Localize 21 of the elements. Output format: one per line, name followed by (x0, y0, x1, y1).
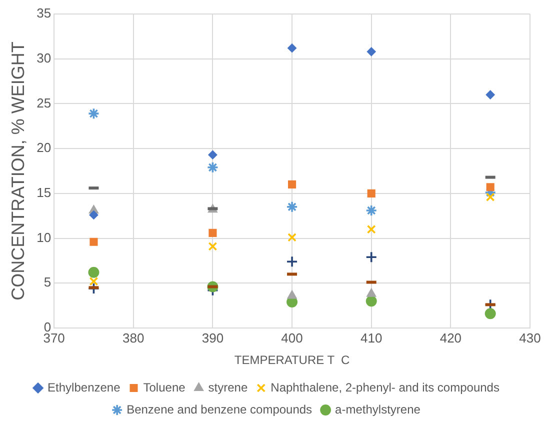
y-tick-label: 35 (36, 6, 52, 21)
x-tick-label: 420 (440, 330, 462, 346)
legend-label: Benzene and benzene compounds (126, 402, 312, 416)
legend-label: Ethylbenzene (48, 380, 121, 394)
x-tick-label: 390 (202, 330, 224, 346)
y-tick-label: 10 (36, 230, 52, 245)
legend-label: a-methylstyrene (335, 402, 421, 416)
y-tick-label: 15 (36, 185, 52, 200)
y-axis-title: CONCENTRATION, % WEIGHT (8, 42, 28, 300)
y-tick-label: 20 (36, 140, 52, 156)
x-tick-label: 410 (360, 330, 382, 346)
x-tick-label: 400 (281, 330, 303, 346)
legend-label: Toluene (143, 380, 186, 394)
x-tick-label: 380 (122, 330, 144, 346)
y-tick-label: 25 (36, 95, 52, 110)
y-tick-label: 30 (36, 50, 52, 66)
legend-label: styrene (208, 380, 248, 394)
x-axis-title: TEMPERATURE T C (234, 353, 350, 368)
y-tick-label: 5 (44, 274, 52, 290)
legend-label: Naphthalene, 2-phenyl- and its compounds (270, 380, 500, 394)
x-tick-label: 430 (519, 330, 541, 346)
